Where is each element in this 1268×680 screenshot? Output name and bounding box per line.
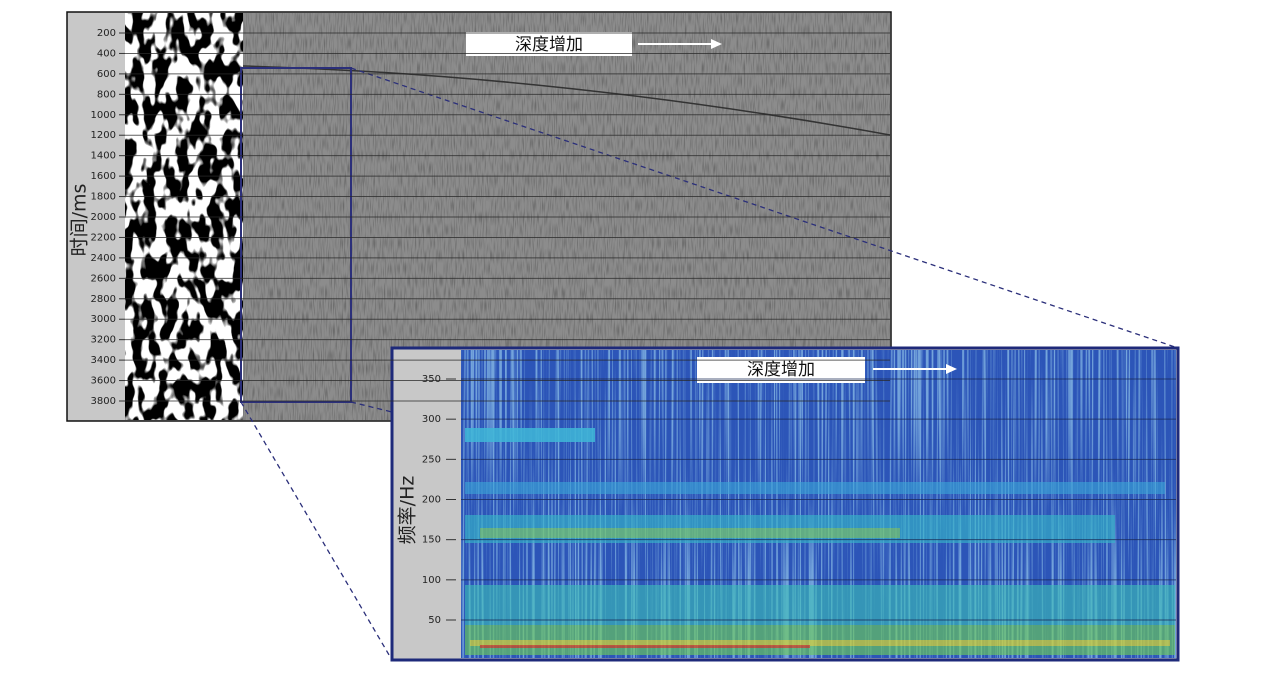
y-tick-label: 1800 [91, 192, 116, 203]
y-tick-label: 800 [97, 89, 116, 100]
y-tick-label: 350 [422, 374, 441, 385]
y-tick-label: 1400 [91, 151, 116, 162]
y-tick-label: 2200 [91, 232, 116, 243]
y-tick-label: 250 [422, 454, 441, 465]
y-tick-label: 3000 [91, 314, 116, 325]
y-tick-label: 3200 [91, 335, 116, 346]
connector [240, 401, 393, 661]
energy-bands [465, 428, 1175, 655]
y-tick-label: 400 [97, 48, 116, 59]
y-tick-label: 200 [422, 495, 441, 506]
y-tick-label: 100 [422, 575, 441, 586]
y-tick-label: 3600 [91, 376, 116, 387]
y-tick-label: 2400 [91, 253, 116, 264]
spectrum-panel: 深度增加 频率/Hz [390, 346, 1180, 662]
annotation-box [466, 32, 632, 56]
y-tick-label: 1200 [91, 130, 116, 141]
y-tick-label: 300 [422, 414, 441, 425]
y-tick-label: 3400 [91, 355, 116, 366]
y-axis-label: 频率/Hz [397, 476, 419, 545]
zoom-box [240, 67, 352, 403]
y-axis-label: 时间/ms [69, 184, 91, 257]
arrow-head [711, 39, 722, 49]
y-tick-label: 50 [428, 615, 441, 626]
first-arrival [242, 65, 891, 136]
y-tick-label: 1000 [91, 110, 116, 121]
y-tick-label: 200 [97, 28, 116, 39]
connector [350, 401, 393, 413]
annotation: 深度增加 [747, 360, 815, 380]
arrow-head [946, 364, 957, 374]
y-tick-label: 3800 [91, 396, 116, 407]
y-tick-label: 150 [422, 535, 441, 546]
y-tick-label: 2000 [91, 212, 116, 223]
annotation: 深度增加 [515, 35, 583, 55]
y-tick-label: 1600 [91, 171, 116, 182]
y-tick-label: 2600 [91, 273, 116, 284]
y-tick-label: 2800 [91, 294, 116, 305]
y-tick-label: 600 [97, 69, 116, 80]
